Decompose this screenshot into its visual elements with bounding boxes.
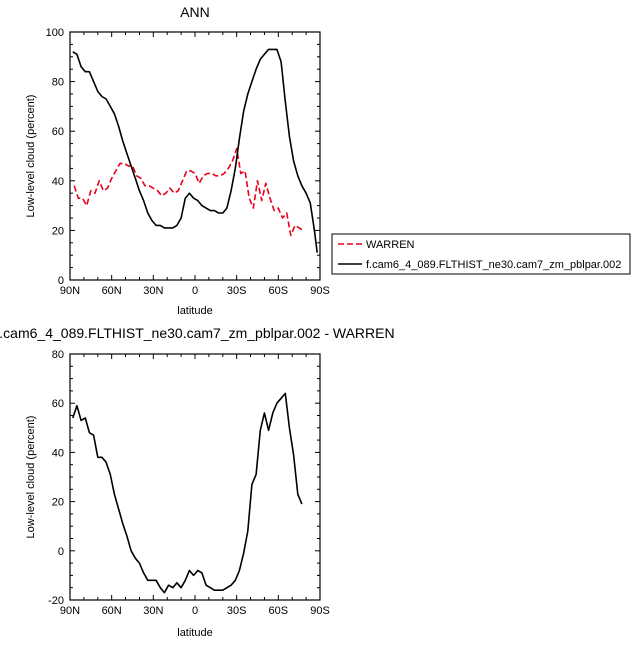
y-tick-label: 60 xyxy=(52,126,64,138)
series-line-0 xyxy=(73,147,304,237)
y-tick-label: -20 xyxy=(48,595,64,607)
x-tick-label: 0 xyxy=(192,285,198,297)
y-tick-label: 40 xyxy=(52,176,64,188)
y-tick-label: 40 xyxy=(52,447,64,459)
y-tick-label: 20 xyxy=(52,225,64,237)
x-tick-label: 60S xyxy=(269,605,289,617)
x-tick-label: 90N xyxy=(60,285,80,297)
plot-frame xyxy=(69,353,321,601)
y-tick-label: 80 xyxy=(52,77,64,89)
x-axis-label: latitude xyxy=(177,627,212,639)
x-tick-label: 90N xyxy=(60,605,80,617)
x-axis-label: latitude xyxy=(177,305,212,317)
x-tick-label: 30N xyxy=(143,605,163,617)
x-tick-label: 60N xyxy=(102,605,122,617)
x-tick-label: 90S xyxy=(310,605,330,617)
y-tick-label: 0 xyxy=(58,546,64,558)
chart-title: ANN xyxy=(180,4,210,20)
top-panel: ANN 90N 60N 30N 0 30S 60S 90S 0 20 40 60 80 100 latitu… xyxy=(25,4,330,317)
y-tick-label: 20 xyxy=(52,497,64,509)
bottom-panel: f.cam6_4_089.FLTHIST_ne30.cam7_zm_pblpar… xyxy=(0,325,395,639)
y-tick-label: 60 xyxy=(52,398,64,410)
x-tick-label: 60N xyxy=(102,285,122,297)
y-tick-label: 80 xyxy=(52,349,64,361)
chart-title: f.cam6_4_089.FLTHIST_ne30.cam7_zm_pblpar… xyxy=(0,325,395,341)
x-tick-label: 90S xyxy=(310,285,330,297)
legend-label-1: f.cam6_4_089.FLTHIST_ne30.cam7_zm_pblpar… xyxy=(366,259,621,271)
y-axis-label: Low-level cloud (percent) xyxy=(25,416,37,539)
x-tick-label: 30N xyxy=(143,285,163,297)
series-line-0 xyxy=(72,392,303,594)
legend-box xyxy=(331,233,631,275)
x-tick-label: 30S xyxy=(227,285,247,297)
y-tick-label: 100 xyxy=(46,27,64,39)
x-tick-label: 0 xyxy=(192,605,198,617)
x-tick-label: 60S xyxy=(269,285,289,297)
x-tick-label: 30S xyxy=(227,605,247,617)
y-tick-label: 0 xyxy=(58,275,64,287)
series-line-1 xyxy=(72,48,318,253)
y-axis-label: Low-level cloud (percent) xyxy=(25,95,37,218)
legend-label-0: WARREN xyxy=(366,239,415,251)
legend: WARREN f.cam6_4_089.FLTHIST_ne30.cam7_zm_… xyxy=(331,233,631,275)
